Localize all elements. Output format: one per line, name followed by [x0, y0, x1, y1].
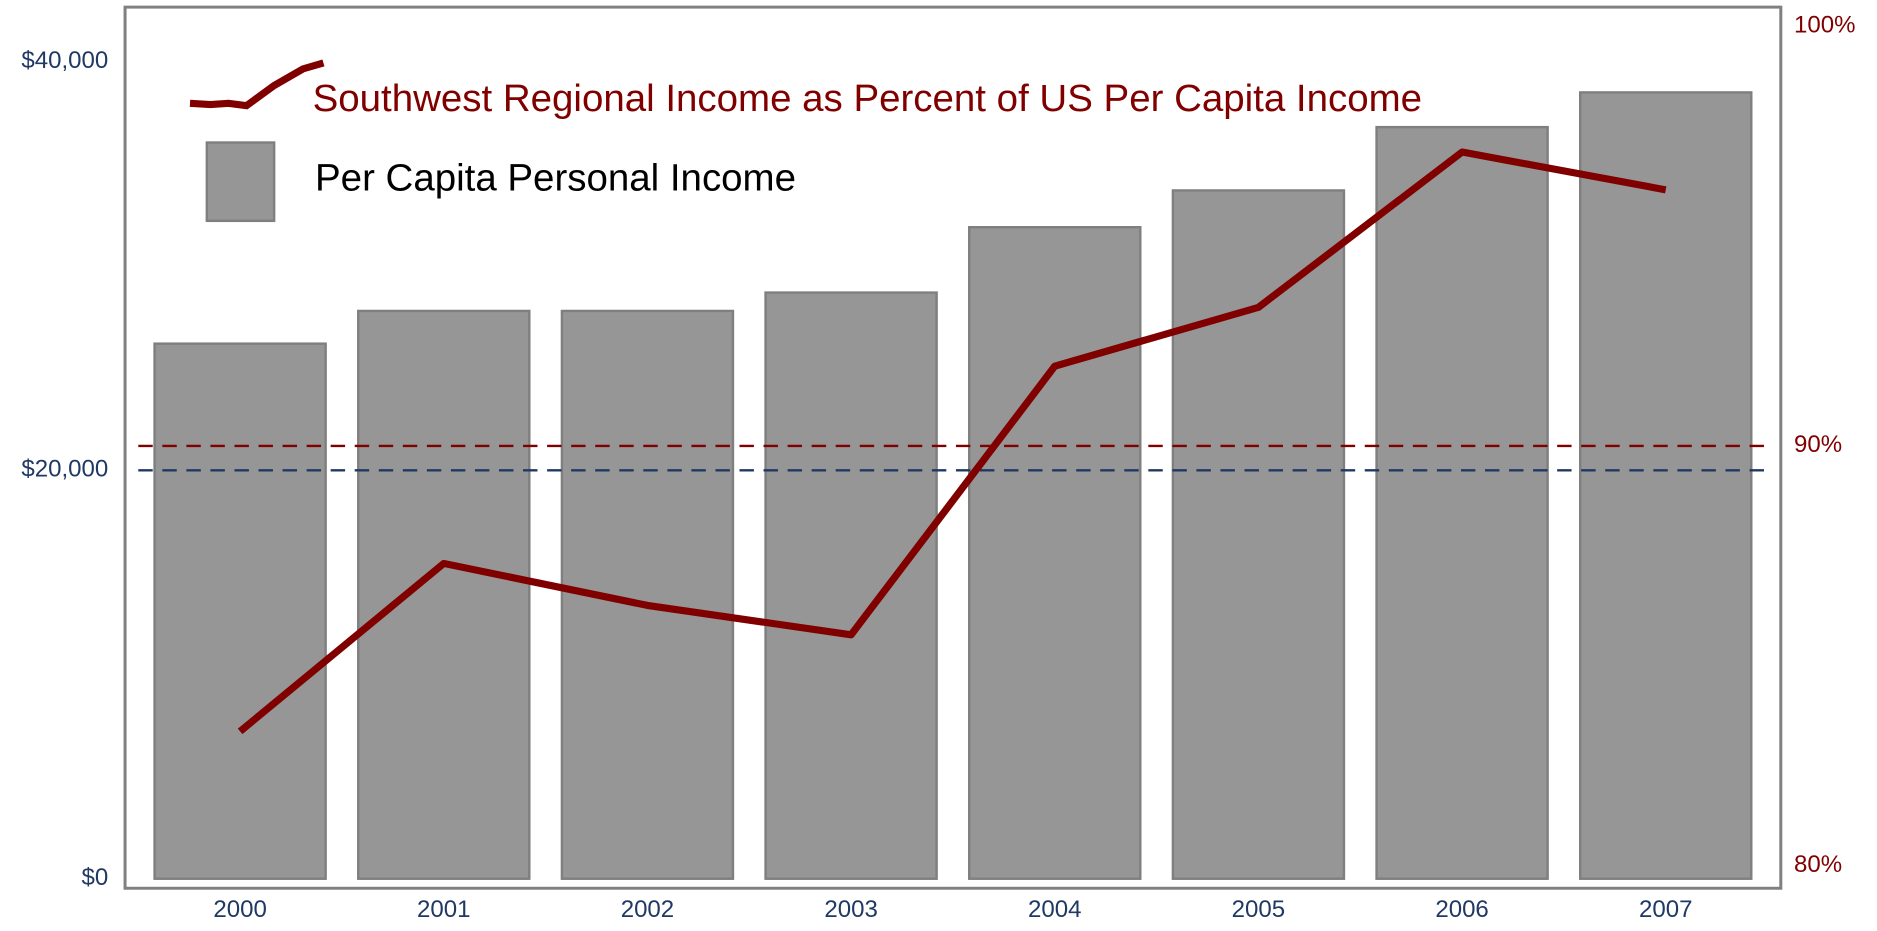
- x-tick-label: 2007: [1639, 896, 1692, 923]
- bar: [968, 226, 1142, 880]
- y-tick-label: $0: [81, 864, 108, 891]
- x-tick-label: 2006: [1435, 896, 1488, 923]
- bar: [1375, 125, 1549, 880]
- legend-label: Per Capita Personal Income: [315, 157, 796, 200]
- x-tick-label: 2001: [417, 896, 470, 923]
- x-tick-label: 2003: [824, 896, 877, 923]
- bar: [153, 342, 327, 880]
- legend-bar-swatch: [205, 141, 276, 223]
- bar: [1171, 189, 1346, 880]
- y-tick-label: $20,000: [21, 456, 108, 483]
- y2-tick-label: 90%: [1794, 431, 1842, 458]
- x-tick-label: 2000: [213, 896, 266, 923]
- legend-line-swatch: [189, 59, 325, 110]
- plot-frame: [123, 5, 1783, 890]
- legend-label: Southwest Regional Income as Percent of …: [313, 77, 1422, 120]
- y2-tick-label: 80%: [1794, 851, 1842, 878]
- y2-tick-label: 100%: [1794, 12, 1855, 39]
- x-tick-label: 2002: [621, 896, 674, 923]
- bar: [764, 291, 938, 880]
- line: [237, 148, 1667, 735]
- x-tick-label: 2005: [1232, 896, 1285, 923]
- bar: [357, 309, 531, 880]
- x-tick-label: 2004: [1028, 896, 1081, 923]
- bar: [1579, 91, 1753, 880]
- y-tick-label: $40,000: [21, 47, 108, 74]
